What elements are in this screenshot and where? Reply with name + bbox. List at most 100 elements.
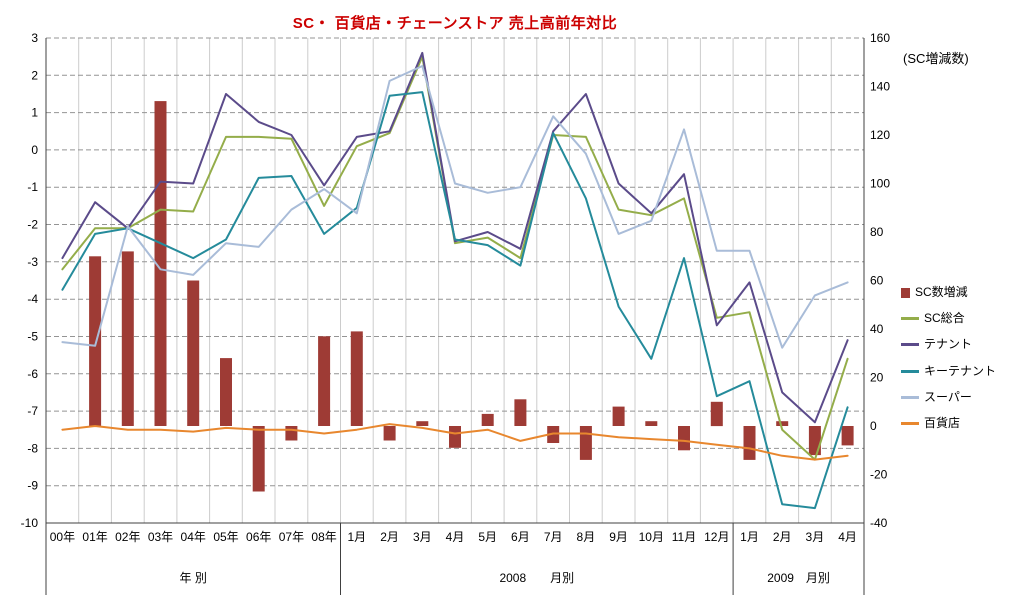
x-axis-tick: 3月 (806, 530, 825, 544)
category-group-label: 2008 月別 (499, 571, 574, 585)
x-axis-tick: 8月 (577, 530, 596, 544)
right-axis-tick: 140 (870, 80, 890, 94)
right-axis-tick: 80 (870, 225, 884, 239)
bar (481, 413, 494, 426)
x-axis-tick: 10月 (639, 530, 664, 544)
bar (121, 251, 134, 426)
x-axis-tick: 3月 (413, 530, 432, 544)
left-axis-labels: 3 2 1 0 -1 -2 -3 -4 -5 -6 -7 -8 -9 -10 (21, 31, 39, 530)
bar (449, 426, 461, 448)
legend-item: 百貨店 (901, 415, 1016, 430)
legend-line-swatch-icon (901, 343, 919, 347)
bar (187, 280, 200, 426)
left-axis-tick: -9 (27, 479, 38, 493)
bar (285, 426, 298, 441)
x-axis-labels: 00年 01年 02年 03年 04年 05年 06年 07年 08年 1月 2月 3月 4月 5月 6月 7… (50, 530, 857, 544)
legend-bar-swatch-icon (901, 287, 910, 298)
right-axis-labels: 160 140 120 100 80 60 40 20 0 -20 -40 (870, 31, 890, 530)
x-axis-tick: 08年 (311, 530, 336, 544)
right-axis-title: (SC増減数) (903, 51, 969, 66)
x-axis-tick: 4月 (446, 530, 465, 544)
legend-item: SC数増減 (901, 285, 1016, 299)
x-axis-tick: 2月 (380, 530, 399, 544)
left-axis-tick: -7 (27, 404, 38, 418)
bar (252, 426, 265, 492)
bar (808, 426, 821, 456)
line-series-3 (61, 65, 849, 349)
right-axis-tick: 20 (870, 371, 884, 385)
chart-legend: SC数増減 SC総合テナントキーテナントスーパー百貨店 (901, 285, 1016, 430)
x-axis-tick: 12月 (704, 530, 729, 544)
x-axis-tick: 00年 (50, 530, 75, 544)
right-axis-tick: 40 (870, 322, 884, 336)
left-axis-tick: -5 (27, 330, 38, 344)
bar (841, 426, 854, 446)
legend-item: テナント (901, 338, 1016, 351)
left-axis-tick: 2 (31, 68, 38, 82)
legend-label: キーテナント (924, 363, 997, 378)
bar (318, 336, 331, 426)
x-axis-tick: 02年 (115, 530, 140, 544)
x-axis-tick: 07年 (279, 530, 304, 544)
left-axis-tick: -1 (27, 180, 38, 194)
x-axis-tick: 4月 (838, 530, 857, 544)
right-axis-tick: -40 (870, 516, 888, 530)
category-group-label: 年 別 (180, 571, 207, 585)
line-series-4 (61, 423, 849, 461)
bar (220, 358, 232, 426)
right-axis-tick: 160 (870, 31, 890, 45)
left-axis-tick: -2 (27, 218, 38, 232)
legend-label: SC数増減 (915, 285, 968, 299)
legend-item: キーテナント (901, 363, 1016, 378)
x-axis-tick: 05年 (213, 530, 238, 544)
legend-item: SC総合 (901, 311, 1016, 326)
x-axis-tick: 9月 (609, 530, 628, 544)
left-axis-tick: -3 (27, 255, 38, 269)
legend-line-swatch-icon (901, 422, 919, 426)
x-axis-tick: 06年 (246, 530, 271, 544)
x-axis-tick: 04年 (181, 530, 206, 544)
x-axis-tick: 7月 (544, 530, 563, 544)
x-axis-tick: 5月 (478, 530, 497, 544)
bar (612, 406, 625, 426)
bar (514, 399, 527, 426)
bar (743, 426, 756, 460)
right-axis-tick: 120 (870, 128, 890, 142)
bar (776, 421, 789, 426)
horizontal-gridlines (46, 37, 864, 487)
bar (89, 256, 102, 427)
bar (678, 426, 690, 451)
legend-label: 百貨店 (924, 415, 961, 430)
bar (645, 421, 658, 426)
right-axis-tick: 0 (870, 419, 877, 433)
left-axis-tick: 1 (31, 106, 38, 120)
left-axis-tick: -8 (27, 441, 38, 455)
x-axis-tick: 03年 (148, 530, 173, 544)
legend-item: スーパー (901, 390, 1016, 404)
x-axis-tick: 11月 (672, 530, 696, 544)
legend-line-swatch-icon (901, 395, 919, 399)
plot-border (45, 38, 865, 524)
x-axis-tick: 2月 (773, 530, 792, 544)
bar (350, 331, 363, 426)
legend-label: テナント (924, 337, 973, 352)
x-axis-tick: 6月 (511, 530, 530, 544)
bar (579, 426, 592, 460)
left-axis-tick: -4 (27, 292, 38, 306)
legend-line-swatch-icon (901, 317, 919, 321)
line-series-0 (61, 55, 849, 461)
right-axis-tick: -20 (870, 468, 888, 482)
left-axis-tick: 0 (31, 143, 38, 157)
bar (383, 426, 396, 441)
x-axis-tick: 1月 (347, 530, 366, 544)
left-axis-tick: -6 (27, 367, 38, 381)
legend-label: SC総合 (924, 311, 965, 326)
line-series-1 (61, 51, 849, 424)
line-series-2 (61, 91, 849, 510)
bar (710, 401, 723, 427)
x-axis-tick: 1月 (740, 530, 759, 544)
right-axis-tick: 60 (870, 274, 884, 288)
legend-line-swatch-icon (901, 369, 919, 373)
